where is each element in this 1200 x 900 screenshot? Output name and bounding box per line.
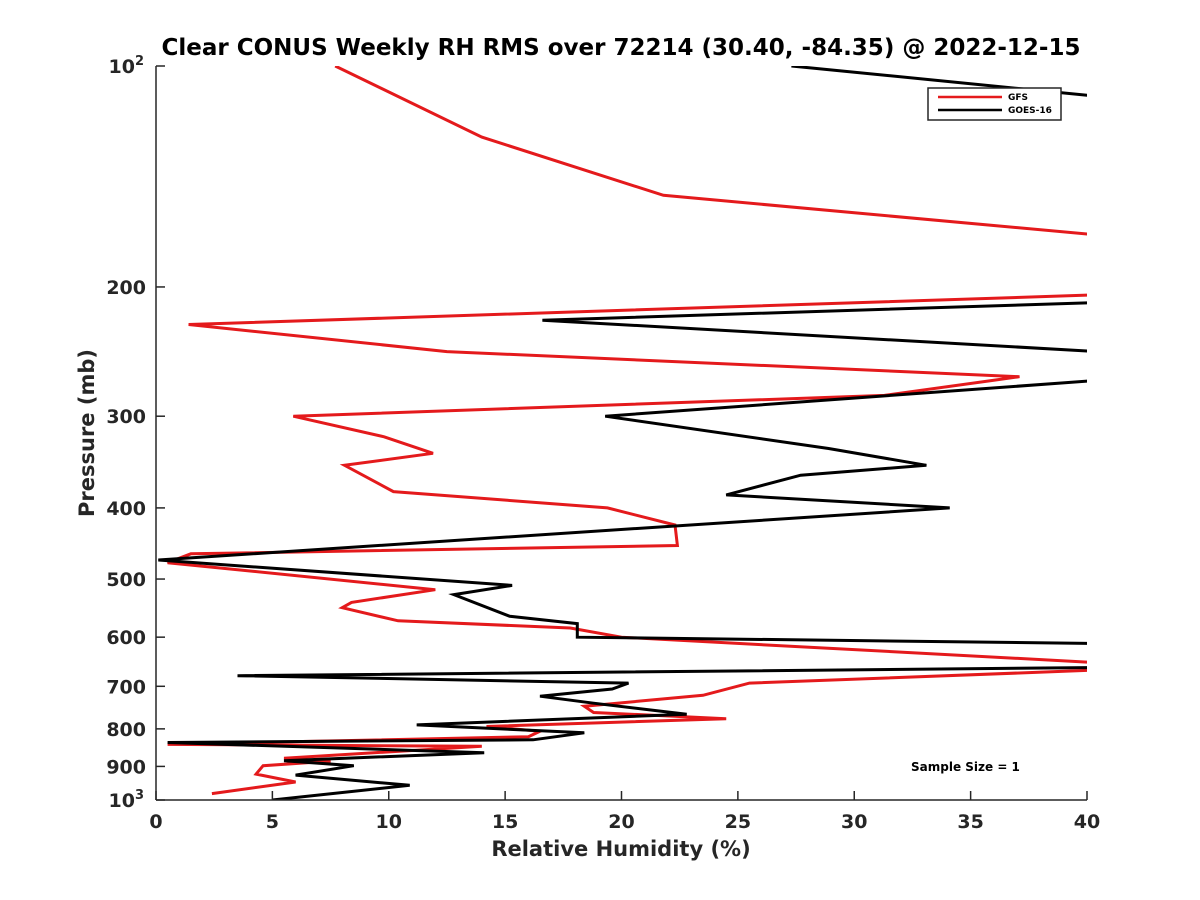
legend-box xyxy=(927,87,1062,121)
axes xyxy=(155,66,1087,801)
x-tick-label: 10 xyxy=(376,811,402,833)
x-tick-label: 40 xyxy=(1074,811,1100,833)
y-axis-label: Pressure (mb) xyxy=(75,349,99,517)
series-layer xyxy=(158,66,1087,800)
y-tick-label: 400 xyxy=(106,498,146,520)
y-tick-label: 103 xyxy=(109,788,145,812)
y-tick-label: 500 xyxy=(106,569,146,591)
legend-label-gfs: GFS xyxy=(1008,93,1028,103)
y-tick-label: 102 xyxy=(109,54,145,78)
y-tick-label: 700 xyxy=(106,676,146,698)
x-axis-label: Relative Humidity (%) xyxy=(491,837,750,861)
x-tick-label: 0 xyxy=(149,811,162,833)
ticks: 0 5 10 15 20 25 30 35 40 102 200 300 400 500 600 700 800… xyxy=(106,54,1100,833)
legend-label-goes16: GOES-16 xyxy=(1008,106,1052,116)
y-tick-label: 300 xyxy=(106,406,146,428)
x-tick-label: 25 xyxy=(725,811,751,833)
y-tick-label: 600 xyxy=(106,627,146,649)
y-tick-label: 900 xyxy=(106,756,146,778)
series-line-goes16 xyxy=(158,66,1087,800)
x-tick-label: 15 xyxy=(492,811,518,833)
legend: GFS GOES-16 xyxy=(927,87,1062,121)
chart-title: Clear CONUS Weekly RH RMS over 72214 (30… xyxy=(162,35,1081,61)
y-tick-label: 200 xyxy=(106,277,146,299)
sample-size-annotation: Sample Size = 1 xyxy=(911,760,1020,774)
x-tick-label: 5 xyxy=(266,811,279,833)
x-tick-label: 35 xyxy=(957,811,983,833)
series-line-gfs xyxy=(167,66,1087,796)
x-tick-label: 20 xyxy=(608,811,634,833)
x-tick-label: 30 xyxy=(841,811,867,833)
y-tick-label: 800 xyxy=(106,719,146,741)
